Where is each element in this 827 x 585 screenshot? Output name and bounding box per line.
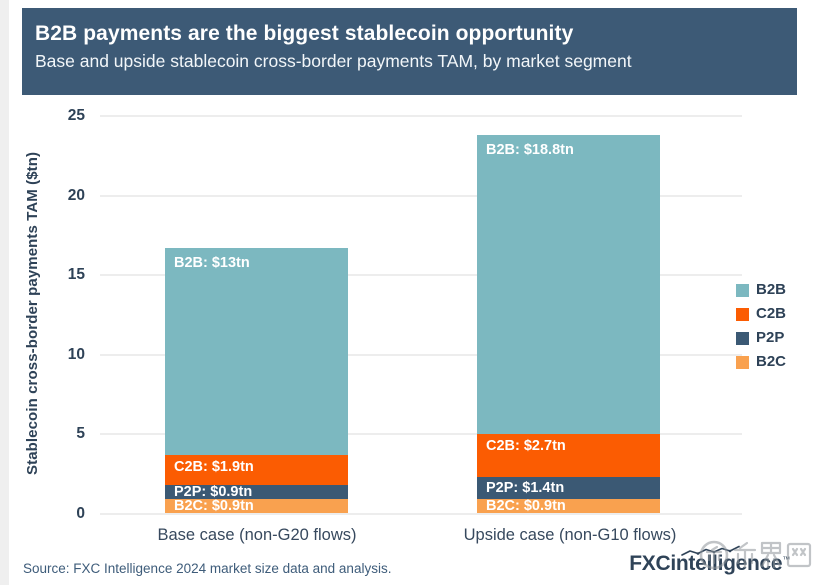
gridline-10 — [100, 353, 742, 356]
y-tick-10: 10 — [67, 345, 85, 363]
y-tick-20: 20 — [67, 186, 85, 204]
legend-label-b2c: B2C — [756, 353, 787, 370]
gridline-5 — [100, 433, 742, 435]
chart-title: B2B payments are the biggest stablecoin … — [35, 22, 574, 45]
logo-trademark: ™ — [782, 555, 790, 564]
legend-swatch-b2c — [736, 355, 749, 369]
legend-item-p2p: P2P — [736, 329, 786, 346]
header-banner: B2B payments are the biggest stablecoin … — [22, 8, 797, 95]
legend: B2B C2B P2P B2C — [736, 281, 787, 379]
gridline-0 — [100, 512, 742, 515]
chart-subtitle: Base and upside stablecoin cross-border … — [35, 51, 632, 71]
watermark-coin-glyphs-icon — [699, 540, 812, 570]
y-tick-15: 15 — [67, 266, 85, 283]
gridline-15 — [100, 274, 742, 276]
bar-upside-segment-b2b: B2B: $18.8tn — [477, 135, 660, 434]
y-tick-5: 5 — [76, 425, 85, 442]
bar-base-label-b2b: B2B: $13tn — [174, 254, 250, 271]
bar-upside-label-b2b: B2B: $18.8tn — [486, 142, 574, 159]
legend-label-p2p: P2P — [756, 329, 785, 346]
legend-label-c2b: C2B — [756, 305, 787, 322]
y-tick-25: 25 — [67, 107, 85, 124]
source-note: Source: FXC Intelligence 2024 market siz… — [23, 561, 392, 576]
legend-item-c2b: C2B — [736, 305, 787, 322]
bar-base-label-b2c: B2C: $0.9tn — [174, 498, 254, 515]
legend-label-b2b: B2B — [756, 281, 787, 298]
legend-swatch-p2p — [736, 331, 749, 345]
legend-item-b2c: B2C — [736, 353, 787, 370]
bar-base-label-c2b: C2B: $1.9tn — [174, 458, 254, 475]
bar-base-label-p2p: P2P: $0.9tn — [174, 484, 253, 501]
bar-upside-label-c2b: C2B: $2.7tn — [486, 438, 566, 454]
watermark-bijiewang: 币界网 — [698, 538, 820, 572]
gridline-20 — [100, 194, 742, 197]
bar-upside-label-b2c: B2C: $0.9tn — [486, 498, 566, 515]
page-edge — [0, 0, 9, 585]
legend-item-b2b: B2B — [736, 281, 787, 298]
bar-upside-segment-c2b: C2B: $2.7tn — [477, 434, 660, 477]
legend-swatch-c2b — [736, 307, 749, 321]
bar-upside-label-p2p: P2P: $1.4tn — [486, 480, 565, 497]
y-tick-0: 0 — [76, 504, 85, 522]
gridline-25 — [100, 115, 742, 117]
x-label-upside-case: Upside case (non-G10 flows) — [463, 526, 677, 544]
y-axis-title: Stablecoin cross-border payments TAM ($t… — [24, 151, 41, 475]
bar-base-segment-p2p: P2P: $0.9tn — [165, 484, 348, 501]
bar-base-segment-b2b: B2B: $13tn — [165, 247, 348, 455]
legend-swatch-b2b — [736, 283, 749, 297]
bar-base-segment-c2b: C2B: $1.9tn — [165, 454, 348, 485]
x-label-base-case: Base case (non-G20 flows) — [157, 526, 357, 544]
bar-upside-segment-p2p: P2P: $1.4tn — [477, 476, 660, 500]
bar-base-segment-b2c: B2C: $0.9tn — [165, 498, 348, 515]
bar-upside-segment-b2c: B2C: $0.9tn — [477, 498, 660, 515]
